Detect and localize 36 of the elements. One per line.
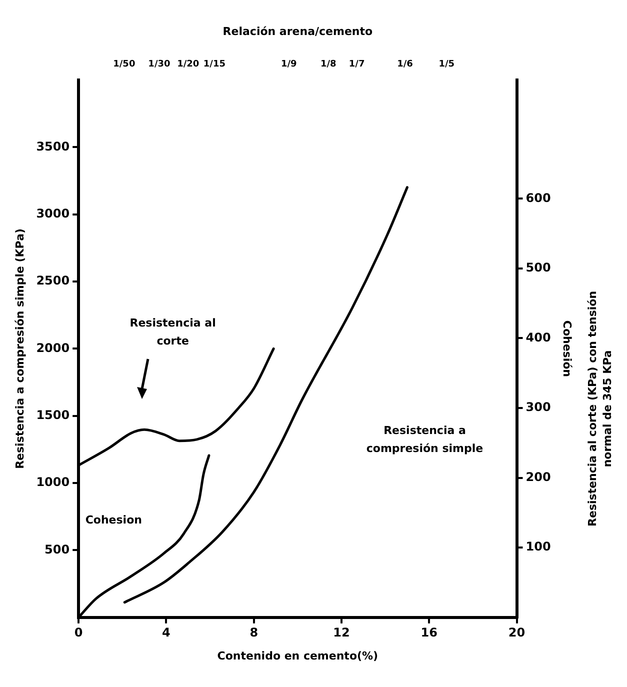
x-tick-label: 20	[508, 626, 526, 640]
y-tick-label: 1000	[36, 475, 70, 490]
y2-axis-title: Cohesión	[560, 320, 574, 378]
y-tick-label: 500	[44, 542, 70, 556]
y2-tick-label: 400	[526, 330, 551, 344]
y2-tick-label: 200	[526, 470, 551, 484]
text: 1/15	[203, 59, 226, 70]
text: 1/50	[113, 59, 136, 70]
text: 1/5	[438, 59, 455, 70]
x-axis-title: Contenido en cemento(%)	[217, 649, 378, 662]
x-tick-label: 12	[333, 626, 350, 640]
y-tick-label: 1500	[36, 408, 70, 422]
annotation: Resistencia a compresión simple	[366, 424, 484, 455]
x-tick-label: 16	[420, 626, 438, 640]
y2-tick-label: 300	[526, 400, 551, 414]
y2-tick-label: 600	[526, 190, 551, 205]
y-tick-label: 3500	[36, 139, 70, 154]
text: 1/6	[397, 59, 413, 70]
y-tick-label: 2000	[36, 340, 70, 355]
y2-tick-label: 500	[526, 260, 551, 275]
y-tick-label: 2500	[36, 274, 70, 288]
text: Resistencia al corte (KPa) con tensión normal de 345 KPa	[586, 290, 614, 526]
text: 1/9	[281, 59, 297, 70]
y-tick-label: 3000	[36, 206, 70, 220]
text: 1/30	[148, 59, 170, 70]
text: 1/20	[177, 59, 200, 70]
x-tick-label: 8	[250, 626, 258, 640]
y-axis-title: Resistencia a compresión simple (KPa)	[13, 228, 26, 469]
text: 1/7	[348, 59, 365, 70]
text: 1/8	[320, 59, 336, 70]
x-tick-label: 4	[162, 626, 170, 640]
annotation: Resistencia al corte	[130, 316, 216, 348]
y2-tick-label: 100	[526, 540, 551, 554]
x-tick-label: 0	[74, 626, 83, 640]
x2-axis-title: Relación arena/cemento	[222, 24, 373, 38]
annotation: Cohesion	[85, 514, 142, 527]
